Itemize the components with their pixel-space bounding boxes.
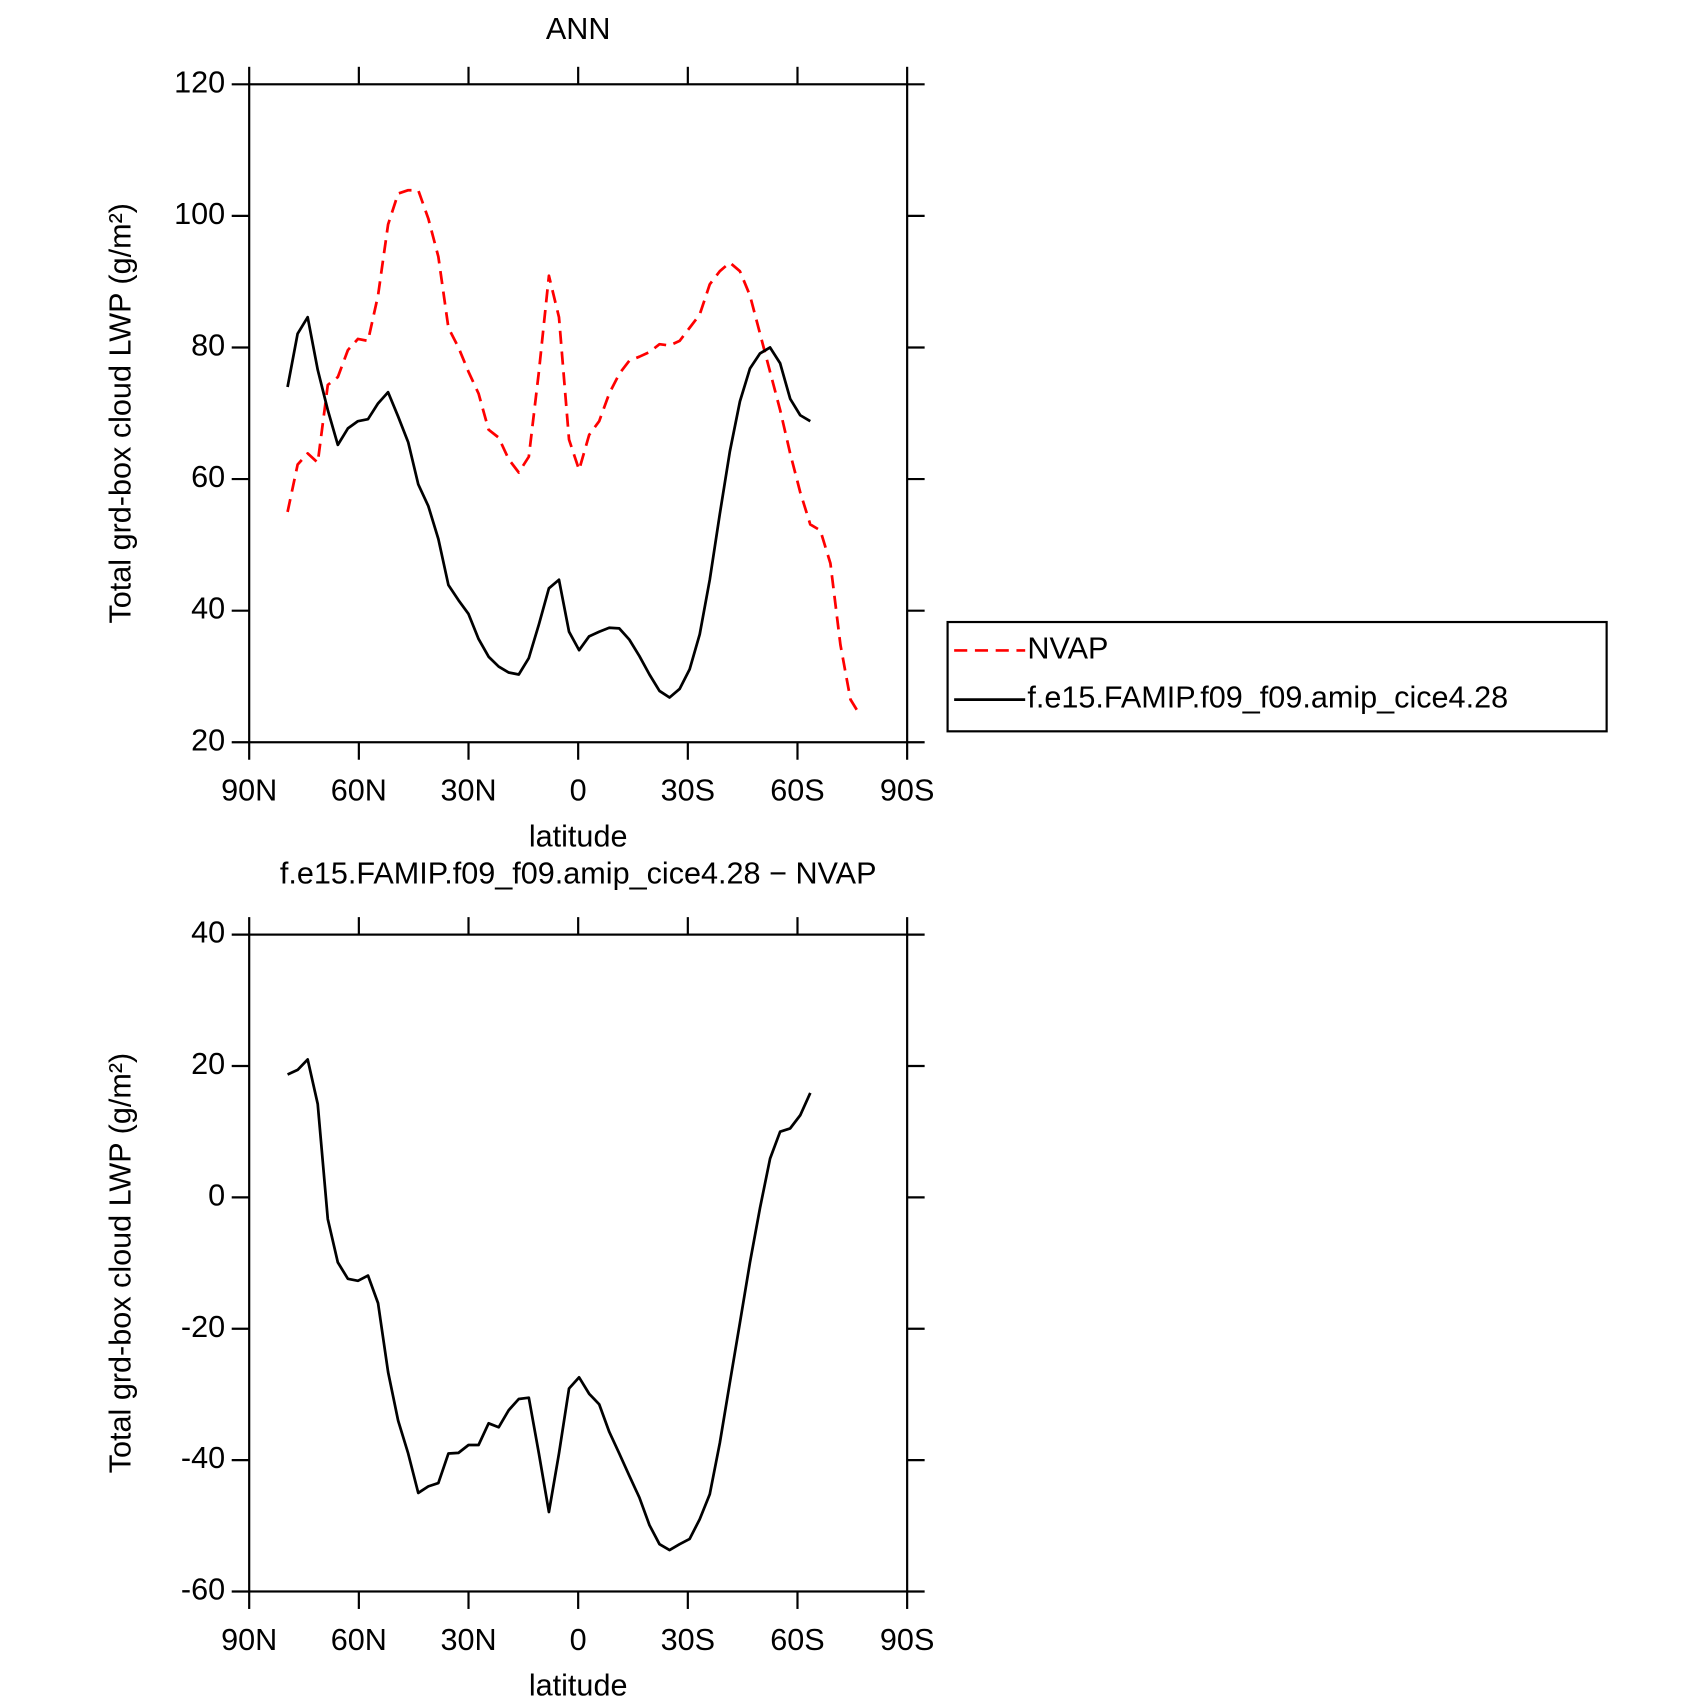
x-axis-label: latitude bbox=[529, 820, 628, 854]
data-line bbox=[286, 188, 862, 717]
y-tick-label: -60 bbox=[181, 1573, 225, 1607]
legend-label: f.e15.FAMIP.f09_f09.amip_cice4.28 bbox=[1027, 681, 1508, 715]
y-tick-label: -20 bbox=[181, 1310, 225, 1344]
y-axis-label: Total grd-box cloud LWP (g/m²) bbox=[103, 1053, 137, 1474]
y-tick-label: 0 bbox=[208, 1178, 225, 1212]
y-tick-label: 100 bbox=[174, 197, 225, 231]
y-tick-label: 60 bbox=[191, 460, 225, 494]
y-tick-label: 80 bbox=[191, 329, 225, 363]
y-tick-label: 40 bbox=[191, 592, 225, 626]
x-tick-label: 90S bbox=[880, 774, 934, 808]
x-tick-label: 60N bbox=[331, 774, 387, 808]
data-line bbox=[287, 1058, 812, 1552]
x-tick-label: 60S bbox=[770, 774, 824, 808]
x-tick-label: 30S bbox=[661, 1623, 715, 1657]
plot-frame bbox=[248, 83, 909, 744]
x-tick-label: 0 bbox=[570, 1623, 587, 1657]
y-axis-label: Total grd-box cloud LWP (g/m²) bbox=[103, 203, 137, 624]
x-tick-label: 30S bbox=[661, 774, 715, 808]
x-tick-label: 30N bbox=[440, 774, 496, 808]
x-tick-label: 90N bbox=[221, 774, 277, 808]
x-axis-label: latitude bbox=[529, 1669, 628, 1702]
x-tick-label: 0 bbox=[570, 774, 587, 808]
chart-title: ANN bbox=[546, 12, 611, 46]
y-tick-label: 20 bbox=[191, 1047, 225, 1081]
x-tick-label: 90S bbox=[880, 1623, 934, 1657]
y-tick-label: 20 bbox=[191, 723, 225, 757]
y-tick-label: -40 bbox=[181, 1441, 225, 1475]
x-tick-label: 60S bbox=[770, 1623, 824, 1657]
x-tick-label: 60N bbox=[331, 1623, 387, 1657]
plot-frame bbox=[248, 933, 909, 1593]
x-tick-label: 30N bbox=[440, 1623, 496, 1657]
y-tick-label: 40 bbox=[191, 916, 225, 950]
legend-label: NVAP bbox=[1027, 632, 1108, 666]
x-tick-label: 90N bbox=[221, 1623, 277, 1657]
data-line bbox=[286, 315, 811, 699]
chart-title: f.e15.FAMIP.f09_f09.amip_cice4.28 − NVAP bbox=[280, 857, 877, 891]
legend-box bbox=[946, 620, 1608, 733]
y-tick-label: 120 bbox=[174, 65, 225, 99]
